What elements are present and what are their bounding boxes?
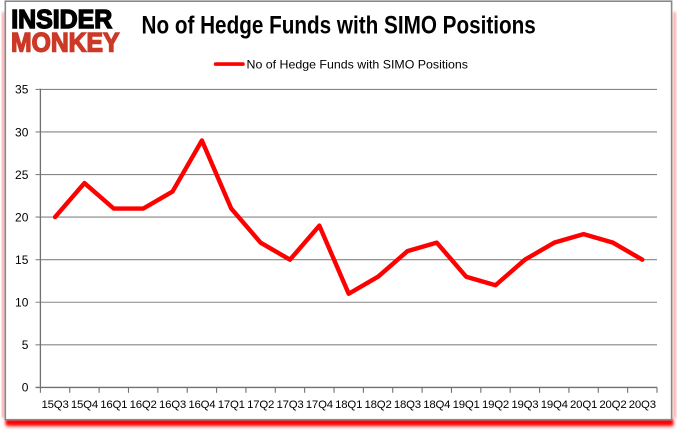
svg-text:No of Hedge Funds with SIMO Po: No of Hedge Funds with SIMO Positions bbox=[247, 57, 469, 71]
svg-text:MONKEY: MONKEY bbox=[11, 28, 120, 58]
svg-text:16Q2: 16Q2 bbox=[130, 399, 157, 411]
svg-text:20Q3: 20Q3 bbox=[629, 399, 656, 411]
svg-text:25: 25 bbox=[15, 168, 29, 182]
svg-text:INSIDER: INSIDER bbox=[11, 6, 112, 34]
svg-text:20Q2: 20Q2 bbox=[599, 399, 626, 411]
svg-text:15Q4: 15Q4 bbox=[71, 399, 98, 411]
svg-text:17Q4: 17Q4 bbox=[306, 399, 333, 411]
svg-text:15Q3: 15Q3 bbox=[42, 399, 69, 411]
svg-text:16Q4: 16Q4 bbox=[188, 399, 215, 411]
svg-text:19Q4: 19Q4 bbox=[541, 399, 568, 411]
svg-text:No of Hedge Funds with SIMO Po: No of Hedge Funds with SIMO Positions bbox=[142, 12, 536, 40]
svg-text:17Q1: 17Q1 bbox=[218, 399, 245, 411]
svg-text:35: 35 bbox=[15, 83, 29, 97]
svg-text:17Q3: 17Q3 bbox=[276, 399, 303, 411]
svg-text:19Q2: 19Q2 bbox=[482, 399, 509, 411]
svg-text:16Q1: 16Q1 bbox=[100, 399, 127, 411]
svg-text:18Q2: 18Q2 bbox=[365, 399, 392, 411]
svg-text:18Q3: 18Q3 bbox=[394, 399, 421, 411]
svg-text:19Q1: 19Q1 bbox=[453, 399, 480, 411]
svg-text:19Q3: 19Q3 bbox=[511, 399, 538, 411]
svg-text:16Q3: 16Q3 bbox=[159, 399, 186, 411]
svg-text:18Q1: 18Q1 bbox=[335, 399, 362, 411]
svg-text:20: 20 bbox=[15, 210, 29, 224]
svg-text:18Q4: 18Q4 bbox=[423, 399, 450, 411]
svg-text:5: 5 bbox=[22, 338, 29, 352]
svg-text:17Q2: 17Q2 bbox=[247, 399, 274, 411]
svg-text:20Q1: 20Q1 bbox=[570, 399, 597, 411]
svg-text:0: 0 bbox=[22, 381, 29, 395]
svg-text:10: 10 bbox=[15, 296, 29, 310]
svg-text:30: 30 bbox=[15, 125, 29, 139]
svg-text:15: 15 bbox=[15, 253, 29, 267]
